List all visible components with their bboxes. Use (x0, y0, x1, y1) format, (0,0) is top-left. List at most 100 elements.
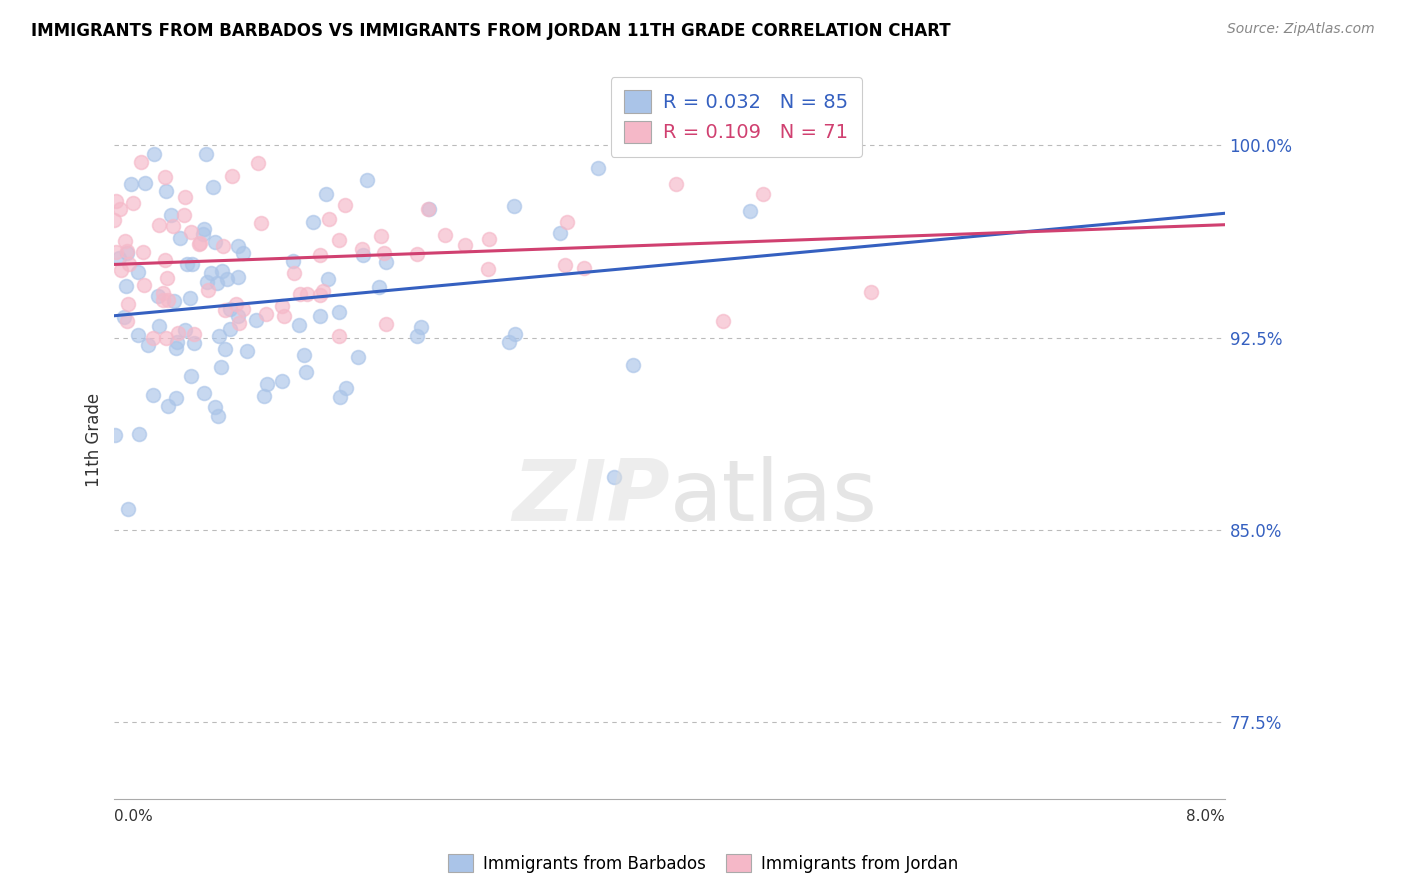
Point (204, 235, 226, 249)
Point (232, 301, 254, 316)
Point (103, 213, 125, 227)
Point (155, 253, 177, 268)
Point (195, 275, 218, 289)
Point (104, 245, 127, 260)
Point (283, 266, 305, 280)
Point (127, 328, 149, 343)
Point (110, 263, 132, 277)
Point (165, 391, 187, 405)
Y-axis label: 11th Grade: 11th Grade (86, 393, 103, 487)
Point (180, 225, 202, 239)
Point (214, 342, 236, 356)
Point (169, 231, 191, 245)
Point (503, 326, 526, 341)
Point (328, 234, 350, 248)
Point (165, 341, 187, 355)
Point (370, 228, 392, 243)
Point (665, 178, 688, 192)
Point (246, 156, 269, 170)
Point (292, 348, 315, 362)
Point (114, 234, 136, 248)
Point (418, 202, 440, 217)
Point (162, 219, 184, 234)
Point (270, 299, 292, 313)
Point (232, 246, 254, 260)
Point (174, 190, 197, 204)
Point (555, 215, 578, 229)
Point (173, 323, 195, 337)
Point (153, 169, 176, 184)
Point (136, 338, 159, 352)
Point (208, 328, 231, 343)
Point (478, 232, 501, 246)
Point (194, 146, 217, 161)
Point (374, 318, 396, 332)
Point (155, 331, 177, 345)
Point (107, 252, 129, 266)
Point (152, 293, 174, 307)
Point (502, 199, 524, 213)
Point (245, 312, 267, 326)
Point (212, 239, 235, 253)
Point (112, 310, 135, 324)
Point (309, 288, 332, 302)
Point (328, 304, 350, 318)
Point (335, 198, 357, 212)
Point (312, 284, 335, 298)
Point (187, 236, 209, 251)
Point (621, 358, 644, 372)
Point (115, 314, 138, 328)
Text: IMMIGRANTS FROM BARBADOS VS IMMIGRANTS FROM JORDAN 11TH GRADE CORRELATION CHART: IMMIGRANTS FROM BARBADOS VS IMMIGRANTS F… (31, 22, 950, 40)
Point (287, 318, 309, 333)
Point (200, 266, 222, 280)
Point (214, 303, 236, 318)
Point (181, 256, 204, 270)
Point (335, 381, 357, 395)
Text: atlas: atlas (669, 456, 877, 539)
Point (156, 293, 179, 307)
Point (142, 387, 165, 401)
Point (288, 286, 311, 301)
Point (197, 283, 219, 297)
Point (180, 368, 202, 383)
Point (273, 310, 295, 324)
Point (143, 147, 166, 161)
Point (211, 264, 233, 278)
Point (329, 391, 352, 405)
Point (146, 289, 169, 303)
Point (219, 321, 242, 335)
Point (498, 334, 520, 349)
Point (433, 227, 456, 242)
Point (254, 307, 277, 321)
Point (207, 409, 229, 424)
Point (374, 255, 396, 269)
Point (309, 309, 332, 323)
Point (572, 261, 595, 276)
Point (373, 245, 395, 260)
Point (548, 226, 571, 240)
Point (218, 301, 240, 316)
Legend: R = 0.032   N = 85, R = 0.109   N = 71: R = 0.032 N = 85, R = 0.109 N = 71 (610, 77, 862, 157)
Text: 8.0%: 8.0% (1187, 809, 1225, 824)
Point (131, 245, 153, 260)
Point (115, 244, 138, 258)
Point (160, 209, 183, 223)
Point (411, 319, 433, 334)
Point (117, 257, 139, 271)
Point (352, 247, 374, 261)
Point (603, 470, 626, 484)
Point (406, 329, 429, 343)
Point (281, 254, 304, 268)
Point (166, 334, 188, 349)
Point (183, 335, 205, 350)
Point (167, 326, 190, 340)
Point (738, 203, 761, 218)
Point (157, 399, 180, 413)
Point (122, 196, 145, 211)
Point (301, 215, 323, 229)
Point (752, 186, 775, 201)
Point (148, 219, 170, 233)
Point (110, 202, 132, 216)
Point (368, 280, 391, 294)
Point (179, 291, 201, 305)
